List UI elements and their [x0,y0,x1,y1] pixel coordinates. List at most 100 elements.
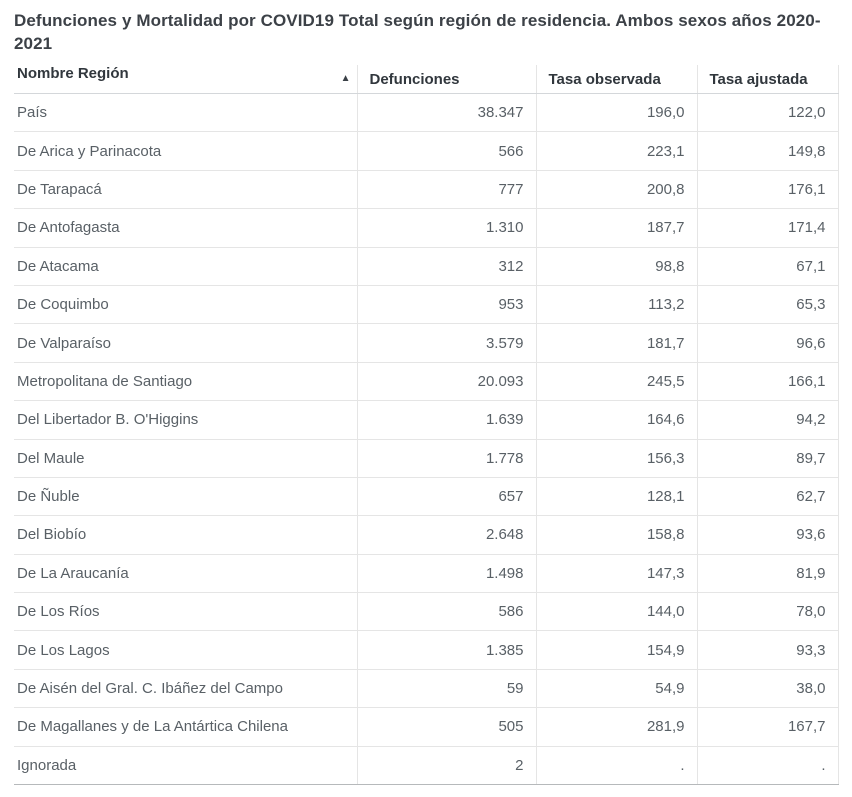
defunciones-cell: 1.385 [357,630,537,670]
region-name-cell[interactable]: De Arica y Parinacota [14,131,358,171]
column-header-tasa-observada[interactable]: Tasa observada [536,65,698,94]
defunciones-cell: 777 [357,170,537,210]
defunciones-cell: 1.778 [357,439,537,478]
defunciones-cell: 1.498 [357,554,537,594]
table-row: De Coquimbo 953 113,2 65,3 [14,285,839,325]
defunciones-cell: 1.310 [357,208,537,248]
tasa-observada-cell: 200,8 [536,170,698,210]
tasa-ajustada-cell: 167,7 [697,707,839,747]
mortality-table: ▲ Nombre Región Defunciones Tasa observa… [14,65,839,786]
region-name-cell[interactable]: De Los Ríos [14,592,358,632]
table-row: Del Maule 1.778 156,3 89,7 [14,439,839,478]
table-row: De Atacama 312 98,8 67,1 [14,247,839,286]
tasa-ajustada-cell: 93,6 [697,515,839,555]
table-header: ▲ Nombre Región Defunciones Tasa observa… [14,65,839,94]
region-name-cell[interactable]: Metropolitana de Santiago [14,362,358,402]
region-name-cell[interactable]: Ignorada [14,746,358,786]
table-row: De Tarapacá 777 200,8 176,1 [14,170,839,210]
tasa-observada-cell: 223,1 [536,131,698,171]
region-name-cell[interactable]: Del Biobío [14,515,358,555]
defunciones-cell: 3.579 [357,323,537,363]
tasa-ajustada-cell: 176,1 [697,170,839,210]
tasa-ajustada-cell: 122,0 [697,93,839,133]
region-name-cell[interactable]: De Coquimbo [14,285,358,325]
tasa-observada-cell: 154,9 [536,630,698,670]
tasa-ajustada-cell: 166,1 [697,362,839,402]
region-name-cell[interactable]: Del Maule [14,439,358,478]
tasa-ajustada-cell: 89,7 [697,439,839,478]
region-name-cell[interactable]: De La Araucanía [14,554,358,594]
defunciones-cell: 2.648 [357,515,537,555]
tasa-observada-cell: 98,8 [536,247,698,286]
defunciones-cell: 505 [357,707,537,747]
table-row: De Antofagasta 1.310 187,7 171,4 [14,208,839,248]
tasa-ajustada-cell: 96,6 [697,323,839,363]
defunciones-cell: 2 [357,746,537,786]
tasa-observada-cell: 158,8 [536,515,698,555]
tasa-ajustada-cell: 81,9 [697,554,839,594]
table-row: De Aisén del Gral. C. Ibáñez del Campo 59… [14,669,839,709]
column-header-nombre-region[interactable]: ▲ Nombre Región [14,65,358,94]
defunciones-cell: 953 [357,285,537,325]
defunciones-cell: 38.347 [357,93,537,133]
tasa-observada-cell: 128,1 [536,477,698,517]
tasa-ajustada-cell: 78,0 [697,592,839,632]
column-header-label: Nombre Región [17,65,129,82]
table-row: Metropolitana de Santiago 20.093 245,5 166,… [14,362,839,402]
tasa-ajustada-cell: 38,0 [697,669,839,709]
region-name-cell[interactable]: De Tarapacá [14,170,358,210]
region-name-cell[interactable]: De Ñuble [14,477,358,517]
table-body: País 38.347 196,0 122,0 De Arica y Parinacot… [14,93,839,786]
table-row: De Arica y Parinacota 566 223,1 149,8 [14,131,839,171]
column-header-defunciones[interactable]: Defunciones [357,65,537,94]
tasa-observada-cell: 144,0 [536,592,698,632]
tasa-observada-cell: 113,2 [536,285,698,325]
defunciones-cell: 312 [357,247,537,286]
sort-ascending-icon: ▲ [340,73,351,84]
tasa-ajustada-cell: 94,2 [697,400,839,440]
table-row: De Ñuble 657 128,1 62,7 [14,477,839,517]
region-name-cell[interactable]: Del Libertador B. O'Higgins [14,400,358,440]
region-name-cell[interactable]: De Aisén del Gral. C. Ibáñez del Campo [14,669,358,709]
tasa-ajustada-cell: 171,4 [697,208,839,248]
tasa-ajustada-cell: . [697,746,839,786]
column-header-tasa-ajustada[interactable]: Tasa ajustada [697,65,839,94]
header-row: ▲ Nombre Región Defunciones Tasa observa… [14,65,839,94]
defunciones-cell: 586 [357,592,537,632]
page-title: Defunciones y Mortalidad por COVID19 Tot… [14,11,821,53]
tasa-observada-cell: 187,7 [536,208,698,248]
defunciones-cell: 20.093 [357,362,537,402]
region-name-cell[interactable]: De Antofagasta [14,208,358,248]
tasa-observada-cell: 164,6 [536,400,698,440]
tasa-observada-cell: 281,9 [536,707,698,747]
defunciones-cell: 657 [357,477,537,517]
tasa-observada-cell: 156,3 [536,439,698,478]
table-row: Del Libertador B. O'Higgins 1.639 164,6 94,… [14,400,839,440]
defunciones-cell: 59 [357,669,537,709]
tasa-observada-cell: . [536,746,698,786]
tasa-ajustada-cell: 93,3 [697,630,839,670]
table-row: Ignorada 2.. [14,746,839,786]
tasa-ajustada-cell: 149,8 [697,131,839,171]
table-row: De Magallanes y de La Antártica Chilena 5… [14,707,839,747]
table-row: País 38.347 196,0 122,0 [14,93,839,133]
region-name-cell[interactable]: País [14,93,358,133]
table-row: De Los Lagos 1.385 154,9 93,3 [14,630,839,670]
tasa-observada-cell: 245,5 [536,362,698,402]
region-name-cell[interactable]: De Atacama [14,247,358,286]
table-row: De La Araucanía 1.498 147,3 81,9 [14,554,839,594]
table-row: De Los Ríos 586 144,0 78,0 [14,592,839,632]
tasa-observada-cell: 147,3 [536,554,698,594]
region-name-cell[interactable]: De Magallanes y de La Antártica Chilena [14,707,358,747]
tasa-observada-cell: 181,7 [536,323,698,363]
tasa-observada-cell: 54,9 [536,669,698,709]
defunciones-cell: 566 [357,131,537,171]
tasa-ajustada-cell: 65,3 [697,285,839,325]
tasa-ajustada-cell: 67,1 [697,247,839,286]
region-name-cell[interactable]: De Valparaíso [14,323,358,363]
table-row: De Valparaíso 3.579 181,7 96,6 [14,323,839,363]
region-name-cell[interactable]: De Los Lagos [14,630,358,670]
table-row: Del Biobío 2.648 158,8 93,6 [14,515,839,555]
tasa-observada-cell: 196,0 [536,93,698,133]
